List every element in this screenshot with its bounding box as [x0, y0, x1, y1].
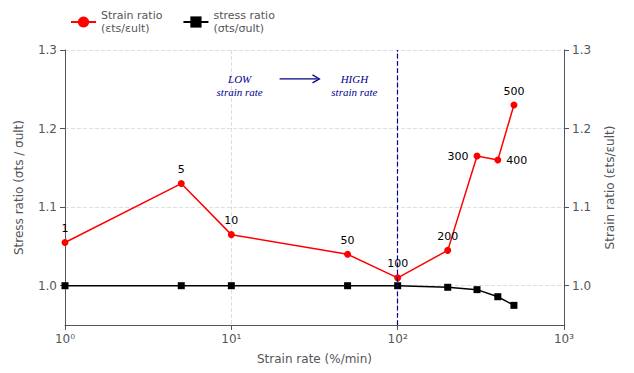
svg-text:10⁰: 10⁰ [55, 332, 75, 346]
svg-text:Strain ratio (εts/εult): Strain ratio (εts/εult) [603, 126, 617, 250]
svg-text:200: 200 [437, 230, 458, 243]
svg-text:1.2: 1.2 [572, 122, 591, 136]
svg-text:300: 300 [448, 150, 469, 163]
svg-text:Strain rate (%/min): Strain rate (%/min) [257, 352, 372, 366]
svg-text:500: 500 [503, 85, 524, 98]
svg-text:strain rate: strain rate [331, 86, 377, 98]
svg-text:stress ratio: stress ratio [213, 9, 275, 22]
svg-text:LOW: LOW [227, 73, 252, 85]
svg-text:50: 50 [341, 234, 355, 247]
svg-text:5: 5 [178, 163, 185, 176]
svg-text:10²: 10² [388, 332, 408, 346]
svg-text:10: 10 [224, 214, 238, 227]
svg-text:HIGH: HIGH [340, 73, 370, 85]
svg-text:100: 100 [387, 257, 409, 271]
svg-text:1.3: 1.3 [38, 43, 57, 57]
svg-text:1.0: 1.0 [572, 279, 591, 293]
svg-text:1.2: 1.2 [38, 122, 57, 136]
svg-text:400: 400 [506, 154, 527, 167]
svg-text:1.1: 1.1 [38, 200, 57, 214]
svg-text:10¹: 10¹ [221, 332, 241, 346]
svg-text:(σts/σult): (σts/σult) [213, 22, 264, 35]
svg-text:Strain ratio: Strain ratio [101, 9, 163, 22]
svg-text:10³: 10³ [554, 332, 574, 346]
svg-text:Stress ratio (σts / σult): Stress ratio (σts / σult) [12, 120, 26, 255]
svg-text:1.0: 1.0 [38, 279, 57, 293]
svg-text:1: 1 [62, 222, 69, 235]
svg-text:(εts/εult): (εts/εult) [101, 22, 150, 35]
svg-text:1.3: 1.3 [572, 43, 591, 57]
svg-text:strain rate: strain rate [217, 86, 263, 98]
svg-text:1.1: 1.1 [572, 200, 591, 214]
